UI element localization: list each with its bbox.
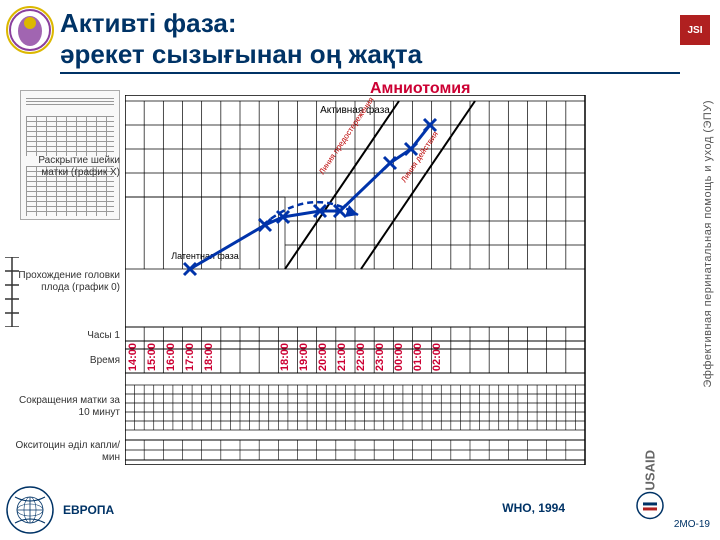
time-label: 16:00 — [165, 343, 177, 371]
slide-header: Активті фаза: әрекет сызығынан оң жақта — [60, 8, 660, 74]
time-label: 02:00 — [431, 343, 443, 371]
jsi-logo: JSI — [680, 15, 710, 45]
region-label: ЕВРОПА — [63, 503, 114, 517]
y-label-oxytocin: Окситоцин әділ капли/мин — [10, 440, 120, 464]
footer-left: ЕВРОПА — [5, 485, 114, 535]
time-label: 14:00 — [127, 343, 139, 371]
side-program-text: Эффективная перинатальная помощь и уход … — [702, 100, 714, 388]
time-label: 01:00 — [412, 343, 424, 371]
time-label: 18:00 — [279, 343, 291, 371]
partograph-svg: Активная фаза Латентная фаза Линия предо… — [125, 95, 655, 465]
y-label-descent: Прохождение головки плода (график 0) — [10, 270, 120, 294]
time-label: 17:00 — [184, 343, 196, 371]
time-label: 22:00 — [355, 343, 367, 371]
time-label: 00:00 — [393, 343, 405, 371]
y-label-hours: Часы 1 — [70, 330, 120, 342]
who-citation: WHO, 1994 — [502, 501, 565, 515]
slide-number: 2MO-19 — [674, 519, 710, 530]
time-label: 18:00 — [203, 343, 215, 371]
title-line-1: Активті фаза: — [60, 8, 237, 38]
title-line-2: әрекет сызығынан оң жақта — [60, 39, 422, 69]
usaid-block: USAID — [635, 450, 665, 520]
fetus-logo — [5, 5, 55, 55]
usaid-logo-icon — [635, 490, 665, 520]
who-logo — [5, 485, 55, 535]
descent-axis-marker — [5, 257, 20, 332]
usaid-text: USAID — [643, 450, 658, 490]
partograph-chart: Раскрытие шейки матки (график X) Прохожд… — [125, 95, 655, 465]
time-label: 15:00 — [146, 343, 158, 371]
y-label-dilation: Раскрытие шейки матки (график X) — [10, 155, 120, 179]
time-label: 21:00 — [336, 343, 348, 371]
time-label: 19:00 — [298, 343, 310, 371]
y-label-time: Время — [70, 355, 120, 367]
time-label: 23:00 — [374, 343, 386, 371]
time-label: 20:00 — [317, 343, 329, 371]
y-label-contractions: Сокращения матки за 10 минут — [10, 395, 120, 419]
